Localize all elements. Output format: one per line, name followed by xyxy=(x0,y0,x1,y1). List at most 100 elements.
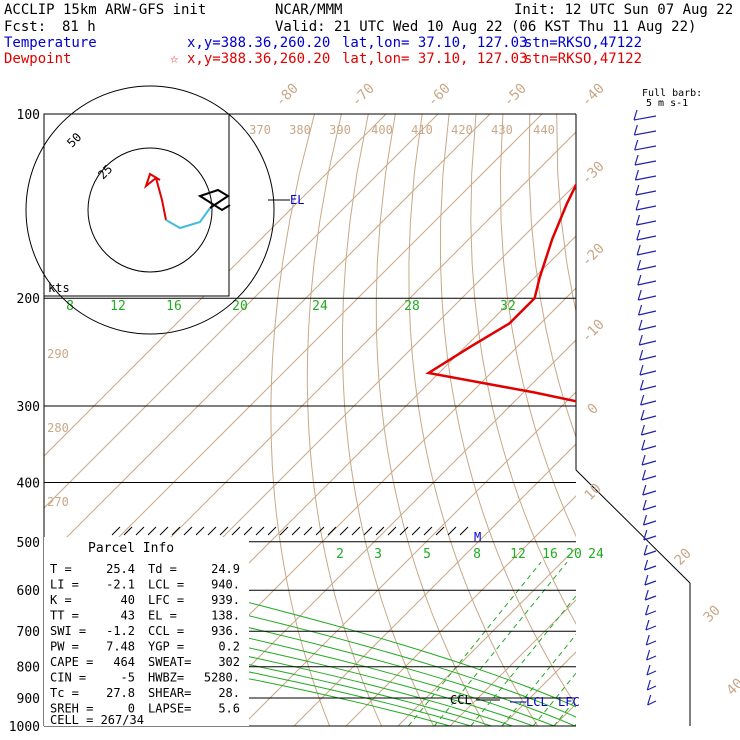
theta-label: 380 xyxy=(289,123,311,137)
wind-barb-staff xyxy=(647,700,657,706)
dry-adiabat-line xyxy=(375,114,487,726)
wind-barb-flag xyxy=(639,364,644,376)
isotherm-label: 40 xyxy=(724,676,740,699)
parcel-field-value: 7.48 xyxy=(106,640,135,654)
theta-label: 270 xyxy=(47,495,69,509)
pressure-tick-label: 500 xyxy=(17,536,40,551)
wind-barb-flag xyxy=(640,394,645,406)
moist-adiabat-label: 20 xyxy=(232,299,248,314)
dewpoint-legend: Dewpoint xyxy=(4,51,72,67)
moist-adiabat-label: 12 xyxy=(110,299,126,314)
moist-adiabat-label: 32 xyxy=(500,299,516,314)
moist-adiabat-line xyxy=(44,594,555,726)
wind-barb-flag xyxy=(643,529,648,541)
parcel-field-label: T = xyxy=(50,562,72,576)
wind-barb-staff xyxy=(643,535,657,541)
fcst-label: Fcst: xyxy=(4,19,47,35)
wind-barb-staff xyxy=(634,160,657,166)
hatch-mark xyxy=(195,526,205,536)
dry-adiabat-line xyxy=(342,114,435,726)
dry-adiabat-line xyxy=(664,114,740,726)
wind-barb-flag xyxy=(635,214,641,226)
hatch-mark xyxy=(411,526,421,536)
hodograph-trace-upper xyxy=(197,188,231,212)
hatch-mark xyxy=(387,526,397,536)
mixing-ratio-label: 16 xyxy=(542,547,558,562)
parcel-field-label: Tc = xyxy=(50,686,79,700)
hatch-mark xyxy=(111,526,121,536)
pressure-tick-label: 1000 xyxy=(9,720,40,735)
theta-label: 280 xyxy=(47,421,69,435)
wind-barb-staff xyxy=(643,550,657,556)
mixing-ratio-label: 3 xyxy=(374,547,382,562)
wind-barb-flag xyxy=(641,454,646,466)
wind-barb-flag xyxy=(636,259,642,271)
wind-barb-staff xyxy=(639,340,657,346)
isotherm-line xyxy=(44,114,439,509)
dry-adiabat-line xyxy=(408,114,539,726)
hatch-mark xyxy=(423,526,433,536)
parcel-field-label: SHEAR= xyxy=(148,686,191,700)
parcel-field-label: EL = xyxy=(148,609,177,623)
isotherm-line xyxy=(553,703,576,726)
dewpoint-marker-icon: ☆ xyxy=(170,51,179,67)
wind-barb-staff xyxy=(642,475,657,481)
parcel-field-value: -5 xyxy=(121,671,135,685)
wind-barb-staff xyxy=(635,175,657,181)
wind-barb-staff xyxy=(637,280,657,286)
hatch-mark xyxy=(291,526,301,536)
hodograph-trace-mid xyxy=(165,207,211,230)
parcel-field-value: 0 xyxy=(128,702,135,716)
mixing-ratio-line xyxy=(434,561,568,726)
hatch-mark xyxy=(363,526,373,536)
wind-barb-flag xyxy=(646,649,651,661)
wind-barb-flag xyxy=(636,244,641,256)
hatch-mark xyxy=(171,526,181,536)
pressure-tick-label: 400 xyxy=(17,476,40,491)
isotherm-line xyxy=(345,495,576,726)
hodograph-units-label: kts xyxy=(48,281,70,295)
pressure-tick-label: 700 xyxy=(17,625,40,640)
mixing-ratio-label: 2 xyxy=(336,547,344,562)
wind-barb-staff xyxy=(646,655,657,661)
dry-adiabat-line xyxy=(499,114,576,538)
hodograph-ring xyxy=(87,147,213,273)
wind-barb-flag xyxy=(635,184,640,196)
hatch-mark xyxy=(399,526,409,536)
isotherm-label: -80 xyxy=(273,81,302,110)
wind-barb-staff xyxy=(637,250,657,256)
theta-label: 400 xyxy=(371,123,393,137)
hatch-mark xyxy=(279,526,289,536)
parcel-field-label: HWBZ= xyxy=(148,671,184,685)
parcel-field-value: 28. xyxy=(218,686,240,700)
hatch-mark xyxy=(339,526,349,536)
temperature-profile-line xyxy=(587,114,740,719)
isotherm-line xyxy=(44,114,543,613)
wind-barb-flag xyxy=(638,334,643,346)
isotherm-label: 20 xyxy=(672,546,695,569)
hatch-mark xyxy=(255,526,265,536)
dry-adiabat-line xyxy=(584,114,740,726)
dry-adiabat-line xyxy=(270,114,331,726)
moist-adiabat-line xyxy=(44,605,534,726)
annotation-el: EL xyxy=(290,193,304,207)
wind-barb-staff xyxy=(646,640,657,646)
parcel-field-value: -2.1 xyxy=(106,578,135,592)
temperature-station: stn=RKSO,47122 xyxy=(524,35,643,51)
isotherm-label: -30 xyxy=(579,159,608,188)
wind-barb-flag xyxy=(639,379,644,391)
wind-barb-flag xyxy=(645,634,650,646)
wind-barb-staff xyxy=(635,205,657,211)
wind-barb-flag xyxy=(634,154,639,166)
isotherm-label: 0 xyxy=(585,401,602,418)
wind-barb-staff xyxy=(644,565,657,571)
parcel-field-value: 936. xyxy=(211,624,240,638)
wind-barb-flag xyxy=(640,424,645,436)
isotherm-label: -20 xyxy=(579,241,608,270)
parcel-field-value: 5.6 xyxy=(218,702,240,716)
wind-barb-staff xyxy=(638,310,657,316)
annotation-ccl: CCL xyxy=(450,693,472,707)
annotation-lfc: LFC xyxy=(558,695,580,709)
parcel-info-panel xyxy=(44,537,249,726)
